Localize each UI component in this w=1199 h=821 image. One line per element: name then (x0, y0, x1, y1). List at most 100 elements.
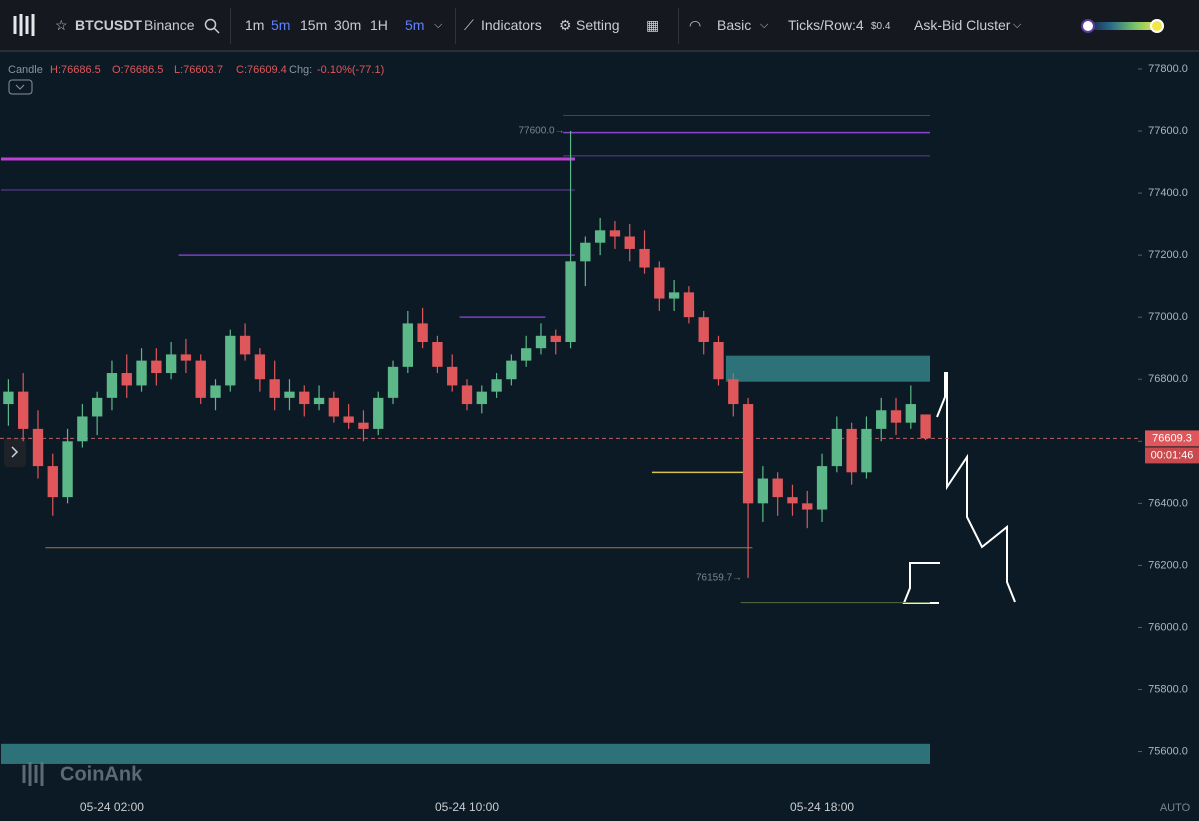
slider-handle[interactable] (1081, 19, 1095, 33)
candle-body (195, 360, 206, 398)
interval[interactable]: 30m (334, 17, 362, 33)
y-tick-label: 77400.0 (1148, 187, 1188, 199)
candle-body (210, 385, 221, 398)
interval-dropdown[interactable]: ⌵ (434, 19, 443, 31)
candle-body (624, 236, 635, 249)
zone (1, 743, 930, 764)
candle-body (447, 366, 458, 386)
ticks-row[interactable]: Ticks/Row:4 (788, 17, 864, 33)
last-price-tag (1145, 430, 1199, 447)
mode-icon[interactable]: ◠ (689, 17, 702, 33)
slider-handle[interactable] (1150, 19, 1164, 33)
last-price-label: 76609.3 (1152, 432, 1192, 444)
legend-low: L:76603.7 (174, 64, 223, 76)
legend-chg-label: Chg: (289, 64, 312, 76)
candle-body (432, 342, 443, 367)
price-axis-bg (1138, 52, 1199, 798)
legend-kind: Candle (8, 64, 43, 76)
y-tick-label: 76400.0 (1148, 497, 1188, 509)
candle-body (461, 385, 473, 405)
y-tick-label: 76800.0 (1148, 373, 1188, 385)
x-tick-label: 05-24 10:00 (435, 800, 499, 814)
candle-body (77, 416, 88, 442)
cluster-dropdown[interactable]: ⌵ (1013, 19, 1022, 31)
candle-body (313, 397, 325, 405)
candle-body (846, 428, 857, 473)
candle-body (802, 503, 813, 510)
y-tick-label: 77600.0 (1148, 125, 1188, 137)
symbol[interactable]: BTCUSDT (75, 17, 142, 33)
candle-body (91, 397, 103, 417)
legend-chg: -0.10%(-77.1) (317, 64, 384, 76)
y-tick-label: 75800.0 (1148, 683, 1188, 695)
expand-icon (11, 446, 19, 458)
x-tick-label: 05-24 18:00 (790, 800, 854, 814)
candle-body (151, 360, 162, 374)
layout-icon[interactable]: ▦ (646, 17, 660, 33)
countdown-tag (1145, 447, 1199, 464)
y-tick-label: 76200.0 (1148, 559, 1188, 571)
y-tick-label: 76000.0 (1148, 621, 1188, 633)
candle-body (387, 366, 399, 398)
interval[interactable]: 15m (300, 17, 328, 33)
candle-body (890, 410, 902, 423)
y-tick-label: 77000.0 (1148, 311, 1188, 323)
cluster-button[interactable]: Ask-Bid Cluster (914, 17, 1011, 33)
candle-body (47, 466, 58, 498)
candle-body (654, 267, 665, 299)
candle-body (476, 391, 487, 405)
candle-body (565, 261, 576, 343)
candle-body (299, 391, 310, 405)
candle-body (861, 428, 872, 473)
divider (678, 8, 679, 44)
interval[interactable]: 1m (245, 17, 265, 33)
candle-body (698, 317, 709, 343)
y-tick-label: 75600.0 (1148, 745, 1188, 757)
candle-body (506, 360, 517, 380)
candle-body (402, 323, 414, 367)
candle-body (535, 335, 547, 349)
candle-body (757, 478, 769, 504)
indicators-icon[interactable]: ⟋ (464, 17, 474, 33)
interval[interactable]: 1H (370, 17, 388, 33)
x-tick-label: 05-24 02:00 (80, 800, 144, 814)
price-annotation: 77600.0→ (518, 126, 564, 137)
candle-body (121, 373, 132, 386)
interval[interactable]: 5m (271, 17, 291, 33)
exchange: Binance (144, 17, 195, 33)
indicators-button[interactable]: Indicators (481, 17, 542, 33)
active-interval[interactable]: 5m (405, 17, 425, 33)
favorite-icon[interactable]: ☆ (55, 17, 68, 33)
legend-toggle-icon (15, 84, 25, 90)
candle-body (920, 414, 931, 439)
candle-body (787, 497, 798, 504)
candle-body (728, 379, 739, 405)
setting-icon[interactable]: ⚙ (559, 17, 572, 33)
divider (230, 8, 231, 44)
app-logo[interactable] (12, 12, 38, 38)
candle-body (284, 391, 295, 398)
legend: Candle H:76686.5 O:76686.5 L:76603.7 C:7… (8, 64, 384, 95)
candle-body (18, 391, 29, 429)
expand-button[interactable] (4, 438, 26, 467)
candle-body (269, 379, 280, 398)
candle-body (254, 354, 266, 380)
price-annotation: 76159.7→ (696, 573, 742, 584)
candle-body (639, 248, 650, 268)
scale-mode[interactable]: AUTO (1160, 802, 1191, 814)
search-icon[interactable] (204, 18, 220, 34)
candle-body (876, 410, 887, 429)
legend-close: C:76609.4 (236, 64, 287, 76)
candle-body (905, 404, 916, 423)
heat-slider[interactable] (1086, 22, 1160, 30)
mode-button[interactable]: Basic (717, 17, 752, 33)
setting-button[interactable]: Setting (576, 17, 620, 33)
divider (455, 8, 456, 44)
legend-toggle[interactable] (8, 79, 33, 95)
mode-dropdown[interactable]: ⌵ (760, 19, 769, 31)
candle-body (106, 373, 118, 398)
candle-body (343, 416, 354, 423)
candle-body (62, 441, 73, 498)
